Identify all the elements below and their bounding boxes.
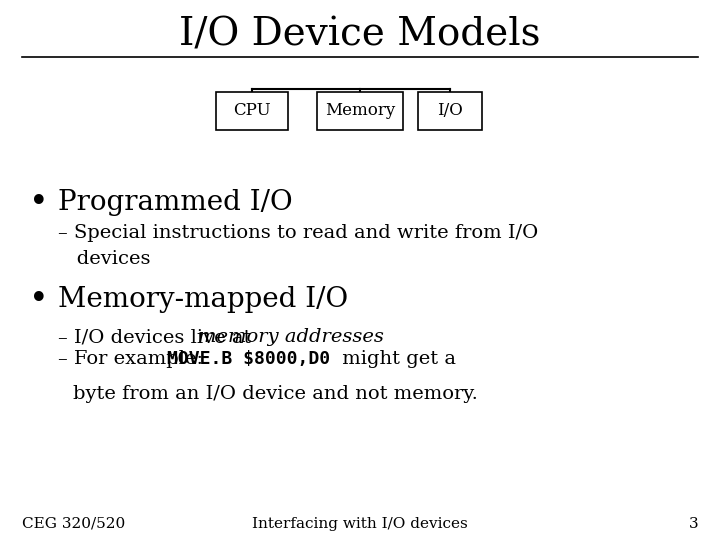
FancyBboxPatch shape xyxy=(216,92,288,130)
Text: CPU: CPU xyxy=(233,102,271,119)
Text: Interfacing with I/O devices: Interfacing with I/O devices xyxy=(252,517,468,531)
Text: I/O: I/O xyxy=(437,102,463,119)
Text: CEG 320/520: CEG 320/520 xyxy=(22,517,125,531)
Text: Memory: Memory xyxy=(325,102,395,119)
Text: Programmed I/O: Programmed I/O xyxy=(58,189,292,216)
Text: memory addresses: memory addresses xyxy=(198,328,384,347)
Text: byte from an I/O device and not memory.: byte from an I/O device and not memory. xyxy=(73,385,478,403)
Text: – For example:: – For example: xyxy=(58,350,209,368)
Text: •: • xyxy=(29,186,48,219)
Text: – I/O devices live at: – I/O devices live at xyxy=(58,328,257,347)
Text: I/O Device Models: I/O Device Models xyxy=(179,17,541,53)
FancyBboxPatch shape xyxy=(317,92,403,130)
Text: Memory-mapped I/O: Memory-mapped I/O xyxy=(58,286,348,313)
Text: 3: 3 xyxy=(689,517,698,531)
Text: •: • xyxy=(29,284,48,316)
Text: MOVE.B $8000,D0: MOVE.B $8000,D0 xyxy=(167,350,330,368)
Text: – Special instructions to read and write from I/O
   devices: – Special instructions to read and write… xyxy=(58,224,538,268)
Text: might get a: might get a xyxy=(336,350,456,368)
FancyBboxPatch shape xyxy=(418,92,482,130)
